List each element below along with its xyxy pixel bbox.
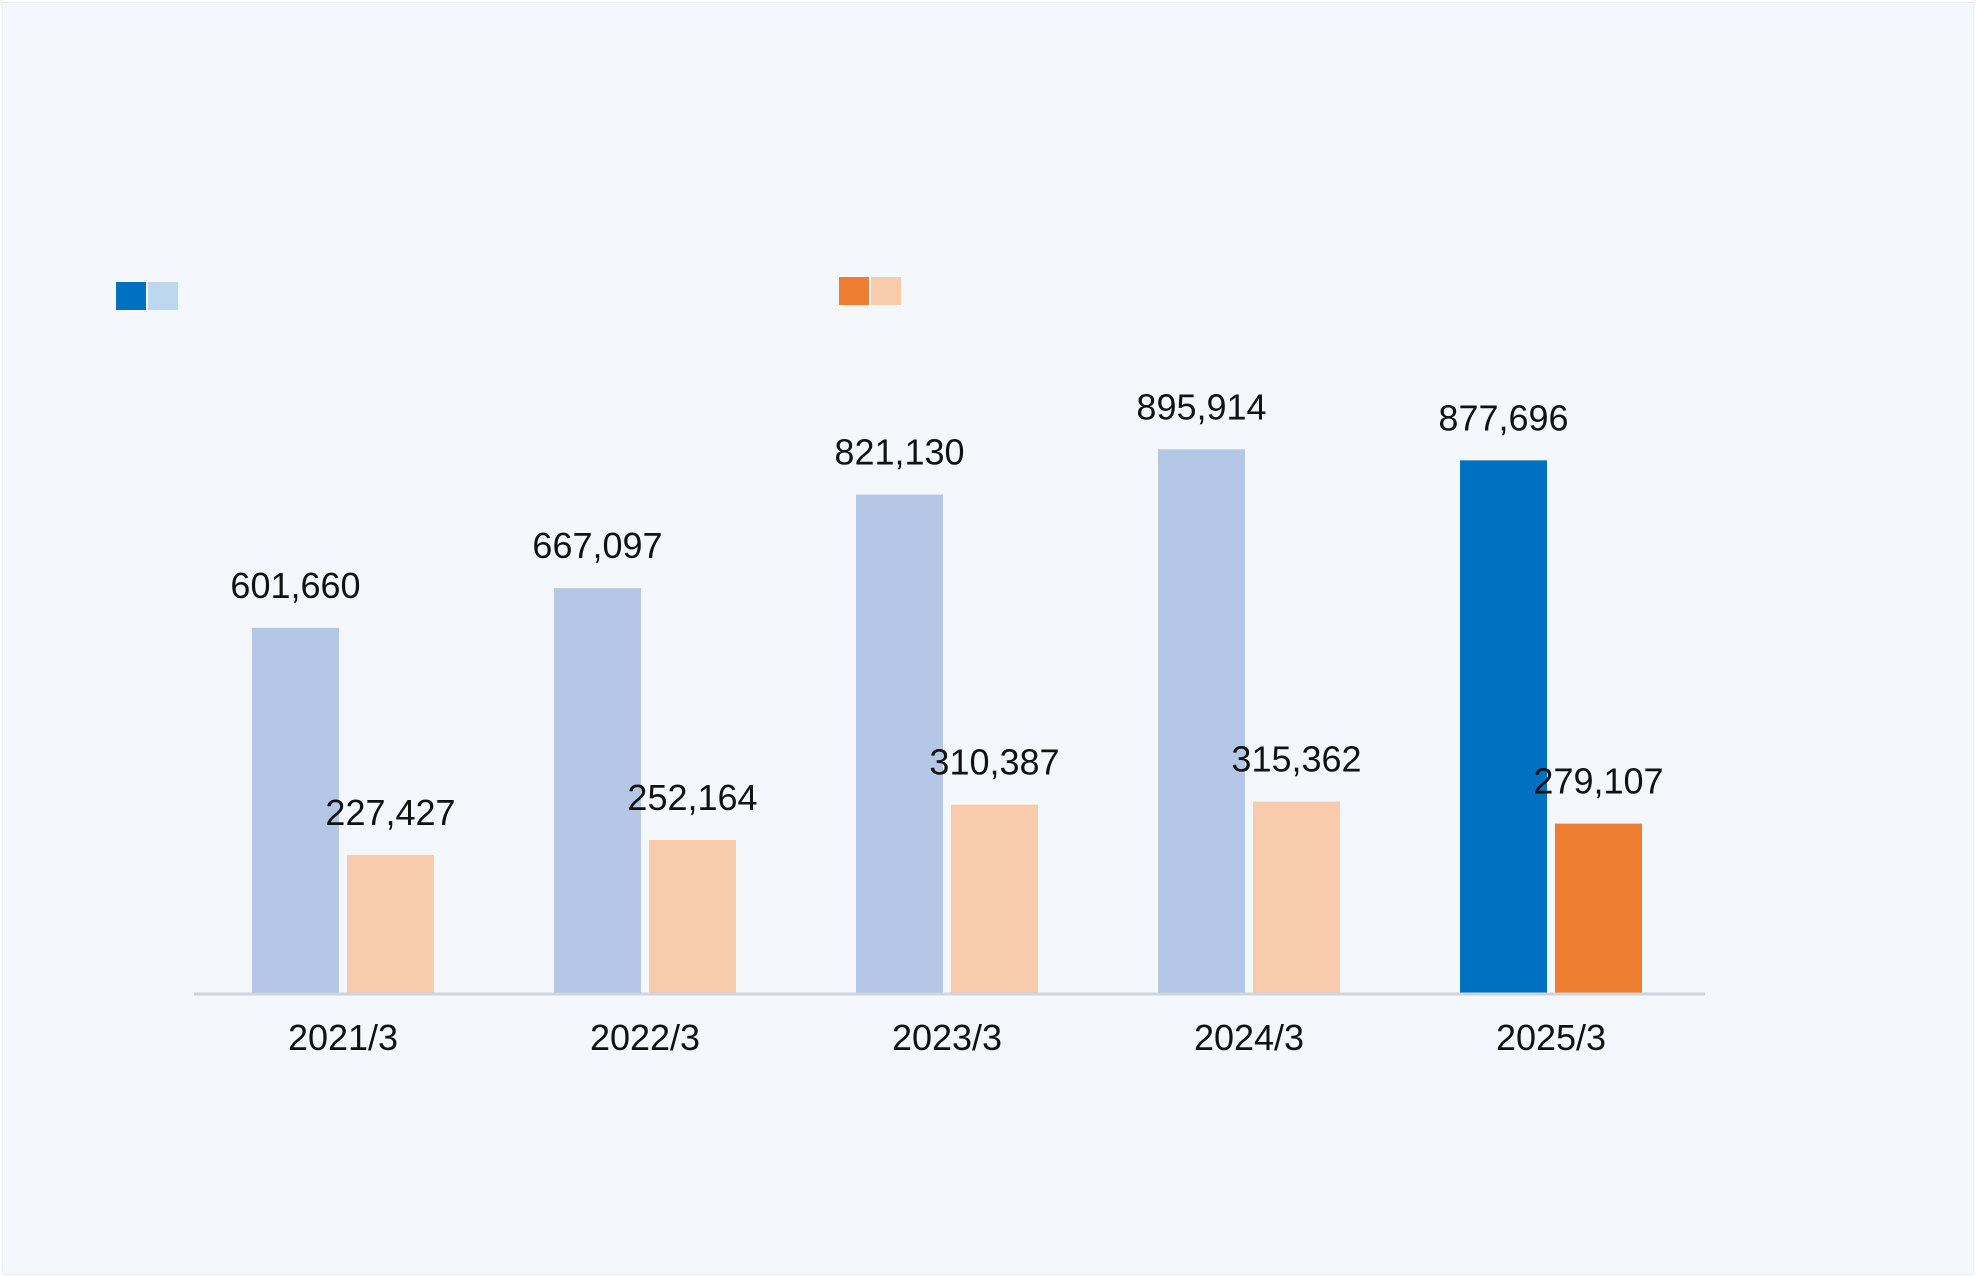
x-tick-label-2024-3: 2024/3 <box>1194 1017 1304 1058</box>
x-tick-labels: 2021/3 2022/3 2023/3 2024/3 2025/3 <box>288 1017 1606 1058</box>
bar-chart: 601,660 227,427 667,097 252,164 821,130 310,3… <box>116 277 1705 1058</box>
legend-swatch-series1-past <box>148 282 178 310</box>
bar-series1-2025-3 <box>1460 460 1547 993</box>
value-label-series1-2021-3: 601,660 <box>230 565 360 606</box>
value-label-series1-2024-3: 895,914 <box>1136 386 1266 427</box>
legend-swatch-series2-current <box>839 277 869 305</box>
bar-series1-2024-3 <box>1158 449 1245 994</box>
bar-series2-2021-3 <box>347 854 434 993</box>
value-label-series1-2022-3: 667,097 <box>532 525 662 566</box>
value-label-series2-2021-3: 227,427 <box>325 792 455 833</box>
bar-series2-2025-3 <box>1555 823 1642 993</box>
value-label-series1-2025-3: 877,696 <box>1438 397 1568 438</box>
bar-series2-2024-3 <box>1253 801 1340 993</box>
legend-swatch-series2-past <box>871 277 901 305</box>
value-label-series2-2024-3: 315,362 <box>1231 739 1361 780</box>
value-label-series2-2022-3: 252,164 <box>627 777 757 818</box>
bar-series1-2022-3 <box>554 588 641 993</box>
bar-series1-2023-3 <box>856 494 943 993</box>
x-tick-label-2025-3: 2025/3 <box>1496 1017 1606 1058</box>
x-tick-label-2022-3: 2022/3 <box>590 1017 700 1058</box>
bar-series1-2021-3 <box>252 627 339 993</box>
value-label-series1-2023-3: 821,130 <box>834 432 964 473</box>
value-label-series2-2023-3: 310,387 <box>929 742 1059 783</box>
bar-series2-2023-3 <box>951 804 1038 993</box>
value-label-series2-2025-3: 279,107 <box>1533 761 1663 802</box>
bar-series2-2022-3 <box>649 839 736 993</box>
value-labels: 601,660 227,427 667,097 252,164 821,130 310,3… <box>230 386 1663 833</box>
bars <box>252 449 1642 994</box>
x-tick-label-2021-3: 2021/3 <box>288 1017 398 1058</box>
x-tick-label-2023-3: 2023/3 <box>892 1017 1002 1058</box>
legend-swatch-series1-current <box>116 282 146 310</box>
legend <box>116 277 901 310</box>
